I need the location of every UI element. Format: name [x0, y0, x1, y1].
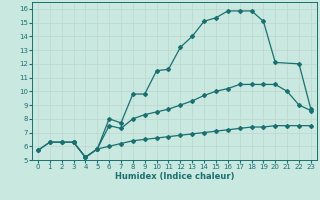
X-axis label: Humidex (Indice chaleur): Humidex (Indice chaleur) — [115, 172, 234, 181]
